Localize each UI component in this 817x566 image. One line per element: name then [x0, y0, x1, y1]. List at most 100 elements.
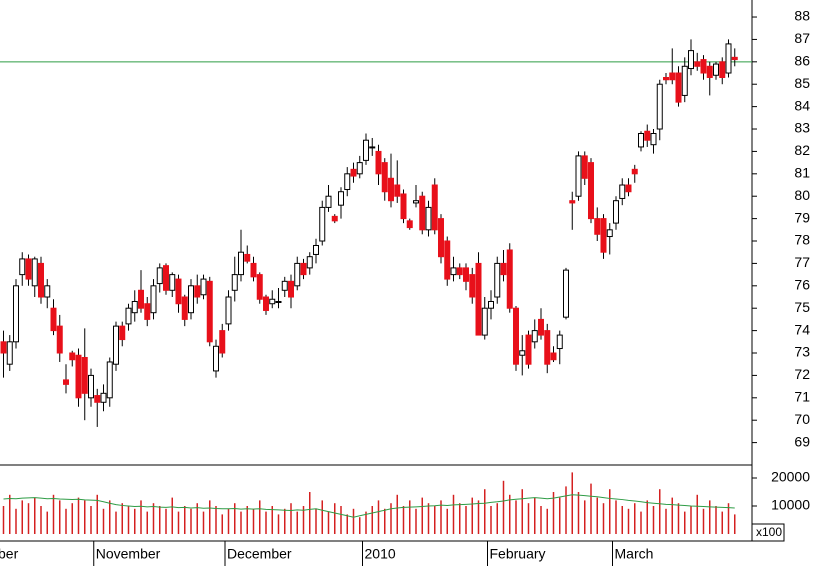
candle-body — [663, 77, 669, 81]
y-tick-label: 81 — [794, 165, 810, 181]
candle-body — [88, 374, 94, 399]
candle-body — [144, 303, 151, 320]
candle-body — [63, 379, 69, 385]
candle-body — [463, 267, 469, 282]
candle-body — [694, 61, 701, 67]
candle-body — [6, 341, 13, 365]
candle-body — [713, 63, 719, 76]
candle-body — [706, 65, 713, 78]
candle-body — [263, 296, 269, 311]
candle-body — [69, 352, 76, 361]
candle-body — [581, 155, 588, 179]
candle-body — [575, 155, 582, 197]
candle-body — [631, 168, 638, 175]
candle-body — [325, 195, 332, 208]
x-tick-label: March — [615, 546, 654, 562]
candle-body — [450, 267, 457, 276]
candle-body — [25, 258, 32, 280]
candle-body — [613, 200, 619, 224]
candle-body — [181, 296, 188, 320]
candle-body — [94, 395, 101, 403]
candle-body — [519, 350, 526, 356]
candle-body — [81, 356, 88, 394]
volume-tick-label: 20000 — [771, 469, 810, 485]
y-tick-label: 82 — [794, 142, 810, 158]
candle-body — [650, 132, 657, 146]
candle-body — [169, 274, 176, 291]
candle-body — [669, 72, 676, 81]
candle-body — [300, 262, 307, 276]
candle-body — [431, 184, 438, 231]
candle-body — [394, 184, 401, 197]
candle-body — [206, 280, 213, 343]
candle-body — [606, 229, 613, 238]
x-tick-label: November — [96, 546, 161, 562]
candle-body — [338, 191, 344, 206]
y-tick-label: 73 — [794, 344, 810, 360]
candle-body — [100, 392, 107, 403]
candle-body — [556, 334, 563, 350]
candle-body — [156, 267, 163, 285]
candle-body — [594, 218, 601, 235]
candle-body — [163, 265, 169, 291]
y-tick-label: 87 — [794, 30, 810, 46]
candle-body — [0, 341, 7, 354]
candle-body — [288, 280, 294, 298]
candle-body — [313, 244, 319, 255]
unit-box — [751, 523, 785, 542]
candle-body — [194, 285, 201, 298]
candle-body — [719, 61, 726, 78]
candle-body — [681, 65, 688, 96]
candle-body — [481, 307, 488, 336]
candle-body — [381, 162, 388, 193]
candle-body — [150, 285, 157, 314]
candle-body — [406, 220, 413, 229]
candle-body — [375, 150, 382, 175]
candle-body — [494, 262, 501, 298]
candle-body — [275, 300, 282, 303]
candle-body — [588, 162, 594, 220]
x-tick-label: ber — [0, 546, 19, 562]
candle-body — [294, 262, 301, 287]
candle-body — [231, 274, 238, 291]
candle-body — [256, 274, 263, 300]
candle-body — [475, 262, 482, 336]
y-tick-label: 79 — [794, 209, 810, 225]
candle-body — [419, 195, 426, 231]
y-tick-label: 80 — [794, 187, 810, 203]
candle-body — [75, 354, 82, 399]
candle-body — [213, 345, 219, 372]
candle-body — [363, 139, 369, 161]
volume-average — [3, 494, 735, 518]
candle-body — [13, 285, 19, 343]
y-tick-label: 83 — [794, 120, 810, 136]
candle-body — [269, 298, 276, 305]
candle-body — [469, 274, 476, 298]
y-tick-label: 70 — [794, 411, 810, 427]
candle-body — [281, 280, 288, 291]
candle-body — [125, 307, 132, 325]
candle-body — [625, 184, 632, 193]
candle-body — [19, 258, 26, 276]
candle-body — [131, 300, 138, 314]
y-tick-label: 69 — [794, 433, 810, 449]
candle-body — [319, 206, 326, 242]
candle-body — [388, 177, 394, 202]
y-tick-label: 75 — [794, 299, 810, 315]
candle-body — [175, 278, 182, 305]
candle-body — [600, 218, 607, 253]
x-tick-label: February — [490, 546, 546, 562]
candle-body — [688, 50, 694, 70]
y-tick-label: 77 — [794, 254, 810, 270]
y-tick-label: 88 — [794, 8, 810, 24]
y-tick-label: 78 — [794, 232, 810, 248]
candle-body — [425, 206, 432, 231]
candle-body — [544, 330, 551, 365]
candle-body — [731, 56, 738, 61]
candle-body — [250, 262, 257, 278]
candle-body — [331, 215, 338, 222]
y-tick-label: 72 — [794, 366, 810, 382]
